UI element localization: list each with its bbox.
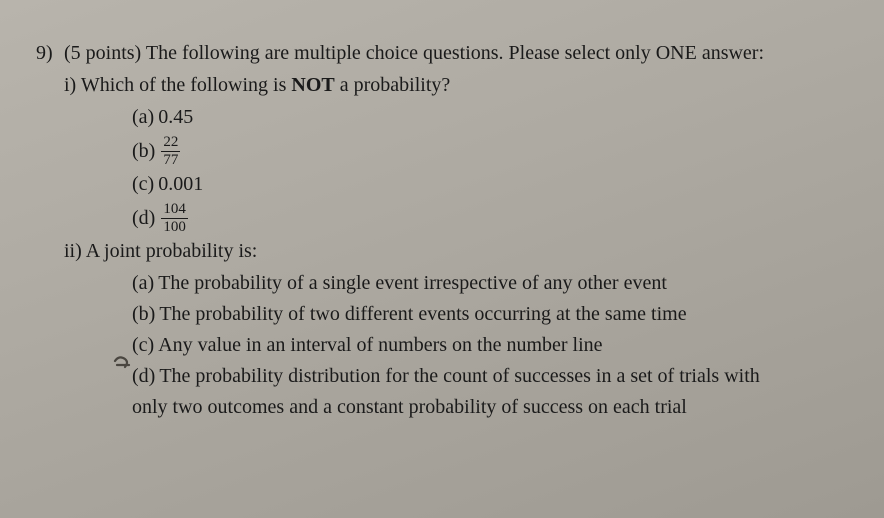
option-i-a-label: (a) (132, 102, 154, 132)
option-ii-d-label: (d) (132, 361, 155, 391)
option-i-c: (c) 0.001 (132, 169, 834, 199)
option-ii-c: (c) Any value in an interval of numbers … (132, 330, 834, 360)
sub-question-ii: ii) A joint probability is: (64, 236, 834, 266)
option-i-d-den: 100 (161, 219, 188, 235)
option-ii-b-text: The probability of two different events … (159, 299, 834, 329)
option-i-b-fraction: 22 77 (161, 135, 180, 168)
option-ii-d-text-line1: The probability distribution for the cou… (159, 361, 834, 391)
option-ii-d-text-line2: only two outcomes and a constant probabi… (132, 396, 687, 418)
option-i-d: (d) 104 100 (132, 200, 834, 236)
option-i-d-num: 104 (161, 202, 188, 219)
option-ii-a: (a) The probability of a single event ir… (132, 268, 834, 298)
question-intro: (5 points) The following are multiple ch… (64, 38, 834, 68)
option-i-d-fraction: 104 100 (161, 202, 188, 235)
sub-question-i: i) Which of the following is NOT a proba… (64, 70, 834, 100)
option-i-c-value: 0.001 (158, 169, 834, 199)
option-ii-c-text: Any value in an interval of numbers on t… (158, 330, 834, 360)
option-i-b: (b) 22 77 (132, 133, 834, 169)
part-i-label: i) (64, 74, 76, 96)
option-ii-b: (b) The probability of two different eve… (132, 299, 834, 329)
option-ii-b-label: (b) (132, 299, 155, 329)
option-i-b-label: (b) (132, 133, 155, 169)
option-i-b-num: 22 (161, 135, 180, 152)
question-header: 9) (5 points) The following are multiple… (36, 38, 834, 68)
option-ii-d-cont: only two outcomes and a constant probabi… (132, 392, 834, 422)
question-number: 9) (36, 38, 64, 68)
option-i-a-value: 0.45 (158, 102, 834, 132)
question-intro-text: The following are multiple choice questi… (146, 42, 764, 64)
part-i-text: Which of the following is NOT a probabil… (81, 74, 450, 96)
part-ii-text: A joint probability is: (86, 240, 258, 262)
part-ii-label: ii) (64, 240, 82, 262)
option-ii-a-text: The probability of a single event irresp… (158, 268, 834, 298)
option-i-a: (a) 0.45 (132, 102, 834, 132)
option-i-b-den: 77 (161, 152, 180, 168)
option-ii-c-label: (c) (132, 330, 154, 360)
options-ii: (a) The probability of a single event ir… (132, 268, 834, 391)
option-ii-d: (d) The probability distribution for the… (132, 361, 834, 391)
option-i-c-label: (c) (132, 169, 154, 199)
question-points: (5 points) (64, 42, 141, 64)
option-i-d-label: (d) (132, 200, 155, 236)
options-i: (a) 0.45 (b) 22 77 (c) 0.001 (d) 104 100 (132, 102, 834, 236)
option-ii-a-label: (a) (132, 268, 154, 298)
bold-not: NOT (291, 74, 334, 96)
